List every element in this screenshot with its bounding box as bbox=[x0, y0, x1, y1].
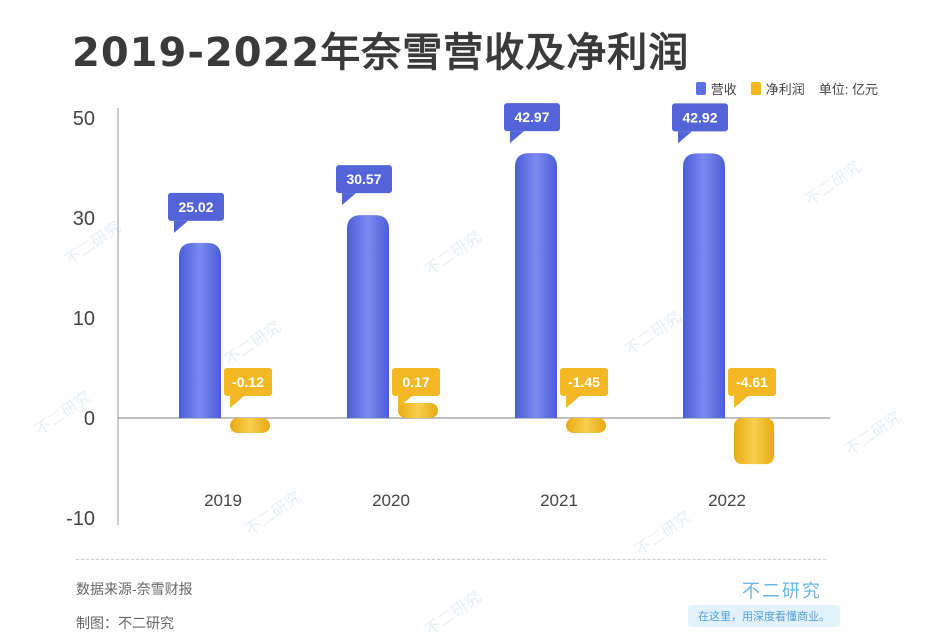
chart-title: 2019-2022年奈雪营收及净利润 bbox=[72, 30, 690, 76]
x-tick-label: 2020 bbox=[372, 491, 410, 510]
y-tick-label: 0 bbox=[84, 408, 95, 430]
chart-maker: 制图：不二研究 bbox=[76, 615, 174, 631]
net-profit-label-pointer bbox=[566, 396, 580, 408]
revenue-label-bubble bbox=[168, 192, 224, 221]
y-tick-label: 30 bbox=[73, 208, 95, 230]
legend-net-profit-swatch bbox=[750, 82, 761, 95]
net-profit-data-label: -4.61 bbox=[736, 374, 768, 390]
revenue-bar bbox=[347, 215, 389, 418]
net-profit-bar bbox=[734, 418, 774, 465]
net-profit-bar bbox=[566, 418, 606, 433]
revenue-label-bubble bbox=[504, 103, 560, 132]
net-profit-bar bbox=[230, 418, 270, 433]
net-profit-label-bubble bbox=[224, 368, 272, 396]
revenue-label-bubble bbox=[672, 103, 728, 132]
net-profit-label-pointer bbox=[398, 396, 412, 408]
revenue-data-label: 25.02 bbox=[178, 199, 213, 215]
x-tick-label: 2021 bbox=[540, 491, 578, 510]
net-profit-label-pointer bbox=[230, 396, 244, 408]
x-tick-label: 2022 bbox=[708, 491, 746, 510]
y-tick-label: -10 bbox=[66, 508, 95, 530]
revenue-label-pointer bbox=[678, 131, 692, 144]
revenue-label-pointer bbox=[174, 220, 188, 233]
revenue-data-label: 42.97 bbox=[514, 109, 549, 125]
revenue-label-pointer bbox=[342, 193, 356, 206]
net-profit-label-bubble bbox=[560, 368, 608, 396]
y-tick-label: 50 bbox=[73, 108, 95, 130]
legend-revenue: 营收 bbox=[695, 79, 737, 98]
net-profit-data-label: -0.12 bbox=[232, 374, 264, 390]
revenue-data-label: 30.57 bbox=[346, 171, 381, 187]
legend-revenue-label: 营收 bbox=[710, 82, 737, 97]
data-source: 数据来源-奈雪财报 bbox=[76, 581, 193, 597]
net-profit-label-bubble bbox=[392, 368, 440, 396]
revenue-bar bbox=[515, 153, 557, 418]
net-profit-data-label: -1.45 bbox=[568, 374, 600, 390]
legend-unit: 单位: 亿元 bbox=[818, 82, 878, 97]
legend-net-profit: 净利润 bbox=[750, 79, 805, 98]
net-profit-bar bbox=[398, 403, 438, 418]
brand-logo-text: 不二研究 bbox=[742, 581, 822, 601]
net-profit-label-bubble bbox=[728, 368, 776, 396]
brand-slogan: 在这里，用深度看懂商业。 bbox=[688, 605, 840, 627]
watermark: 不二研究 bbox=[422, 588, 485, 640]
revenue-bar bbox=[683, 153, 725, 418]
legend-net-profit-label: 净利润 bbox=[765, 82, 805, 97]
bar-chart: 50 30 10 0 -10 25.02 -0.12 2019 30.57 0.17 2020 42.… bbox=[66, 103, 830, 530]
footer-divider bbox=[76, 559, 826, 560]
legend-revenue-swatch bbox=[695, 82, 706, 95]
revenue-bar bbox=[179, 242, 221, 418]
x-tick-label: 2019 bbox=[204, 491, 242, 510]
net-profit-data-label: 0.17 bbox=[402, 374, 429, 390]
y-tick-label: 10 bbox=[73, 308, 95, 330]
revenue-label-bubble bbox=[336, 165, 392, 194]
revenue-data-label: 42.92 bbox=[682, 109, 717, 125]
legend: 营收 净利润 单位: 亿元 bbox=[695, 79, 878, 98]
revenue-label-pointer bbox=[510, 131, 524, 144]
net-profit-label-pointer bbox=[734, 396, 748, 408]
